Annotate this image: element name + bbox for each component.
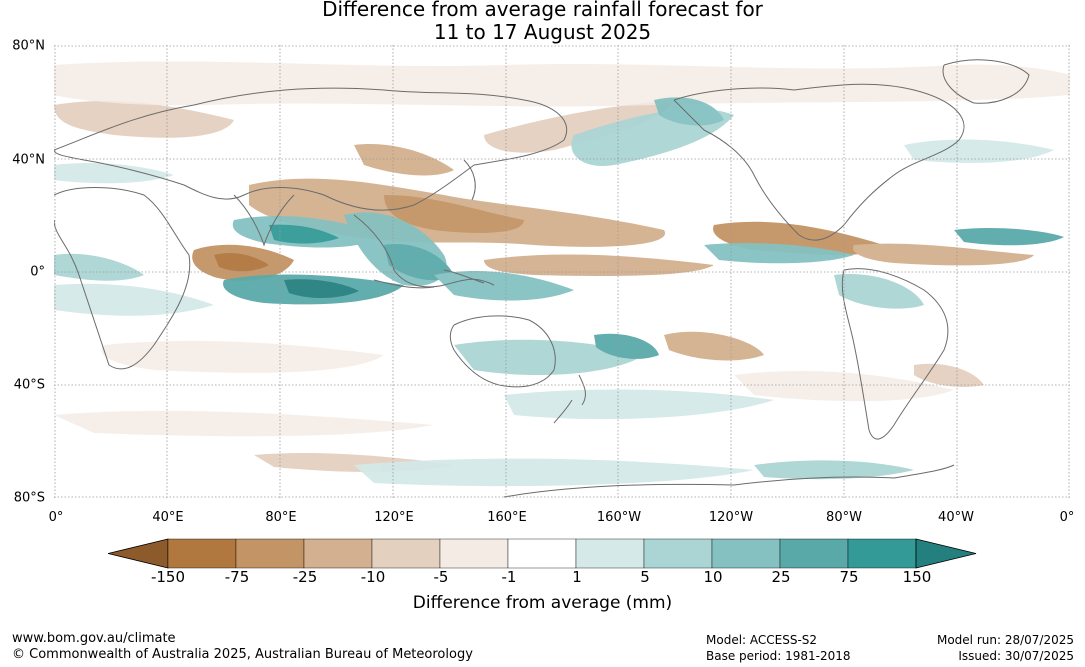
wet-anomaly-regions	[54, 97, 1064, 487]
colorbar-tick: -150	[150, 568, 186, 586]
wet-region	[754, 460, 914, 480]
wet-region	[704, 243, 854, 264]
footer-copyright: © Commonwealth of Australia 2025, Austra…	[12, 647, 473, 662]
graticule	[54, 45, 1070, 498]
wet-region	[284, 279, 359, 299]
dry-region	[384, 195, 524, 233]
wet-region	[54, 283, 214, 316]
coastline-india	[233, 194, 295, 247]
lat-label-80s: 80°S	[13, 490, 45, 506]
coastline-new-zealand	[553, 374, 586, 424]
coastline-australia	[449, 315, 556, 388]
dry-region	[214, 253, 269, 272]
coastline-indonesia	[373, 269, 485, 289]
dry-region	[484, 254, 714, 276]
colorbar-label: Difference from average (mm)	[412, 593, 673, 613]
coastline-antarctica	[503, 464, 955, 498]
footer-base-period: Base period: 1981-2018	[706, 649, 851, 663]
colorbar-tick: 75	[839, 568, 859, 586]
wet-region	[384, 244, 454, 281]
lon-label-0-right: 0°	[1059, 510, 1075, 525]
colorbar-tick: 25	[771, 568, 791, 586]
wet-region	[54, 253, 144, 281]
colorbar-swatch	[235, 538, 305, 569]
wet-region	[954, 227, 1064, 246]
map-title-line2: 11 to 17 August 2025	[433, 20, 652, 44]
slight-dry-regions	[54, 61, 1070, 437]
colorbar-low-extend	[108, 538, 169, 569]
wet-region	[434, 270, 574, 301]
dry-region	[354, 144, 454, 176]
colorbar-swatch	[643, 538, 713, 569]
slight-dry-region	[101, 340, 384, 373]
colorbar-high-extend	[915, 538, 977, 569]
colorbar-swatch	[847, 538, 917, 569]
lat-label-40s: 40°S	[13, 377, 45, 393]
colorbar-tick: -75	[224, 568, 250, 586]
dry-region	[664, 331, 764, 361]
lat-label-80n: 80°N	[12, 38, 45, 54]
dry-region	[484, 100, 674, 153]
wet-region	[354, 458, 754, 487]
lon-label-160w: 160°W	[596, 510, 642, 525]
slight-dry-region	[54, 410, 434, 437]
footer-url: www.bom.gov.au/climate	[12, 631, 176, 646]
colorbar-tick: 5	[640, 568, 650, 586]
wet-region	[594, 333, 659, 359]
colorbar-swatch	[303, 538, 373, 569]
dry-region	[853, 243, 1034, 266]
lon-label-80e: 80°E	[265, 510, 297, 525]
coastline-north-america	[673, 83, 965, 241]
wet-region	[504, 389, 774, 420]
wet-region	[454, 339, 644, 375]
slight-dry-region	[54, 61, 1070, 107]
lon-label-40w: 40°W	[938, 510, 974, 525]
colorbar-tick: -25	[292, 568, 318, 586]
coastline-japan	[463, 159, 476, 201]
colorbar-tick: 150	[902, 568, 932, 586]
colorbar	[108, 538, 977, 569]
colorbar-swatch	[711, 538, 781, 569]
coastline-europe-asia	[54, 87, 567, 211]
coastline-africa	[54, 187, 191, 370]
lat-label-40n: 40°N	[12, 152, 45, 168]
footer-model: Model: ACCESS-S2	[706, 633, 818, 647]
colorbar-tick: -1	[501, 568, 517, 586]
slight-dry-region	[734, 370, 954, 402]
footer-issued: Issued: 30/07/2025	[958, 649, 1074, 663]
colorbar-tick: 1	[572, 568, 582, 586]
colorbar-swatch	[167, 538, 237, 569]
lon-label-160e: 160°E	[487, 510, 527, 525]
coastlines	[54, 59, 1030, 498]
colorbar-swatch	[439, 538, 509, 569]
colorbar-swatch	[507, 538, 577, 569]
lon-label-0-left: 0°	[48, 510, 64, 525]
coastline-southeast-asia	[353, 214, 495, 288]
colorbar-swatch	[779, 538, 849, 569]
colorbar-tick: -5	[433, 568, 449, 586]
lon-label-40e: 40°E	[152, 510, 184, 525]
colorbar-tick: 10	[703, 568, 723, 586]
lon-label-120e: 120°E	[374, 510, 414, 525]
footer-model-run: Model run: 28/07/2025	[936, 633, 1074, 647]
coastline-south-america	[841, 268, 949, 440]
rainfall-anomaly-map	[54, 45, 1070, 498]
map-title-line1: Difference from average rainfall forecas…	[322, 0, 763, 21]
wet-region	[654, 97, 724, 126]
colorbar-tick: -10	[360, 568, 386, 586]
lon-label-120w: 120°W	[708, 510, 754, 525]
lon-label-80w: 80°W	[826, 510, 862, 525]
colorbar-swatch	[575, 538, 645, 569]
wet-region	[269, 224, 339, 244]
lat-label-0: 0°	[30, 264, 45, 280]
dry-region	[54, 100, 234, 138]
coastline-greenland	[942, 59, 1030, 104]
wet-region	[904, 139, 1054, 163]
wet-region	[54, 163, 174, 184]
colorbar-swatch	[371, 538, 441, 569]
wet-region	[834, 274, 924, 309]
